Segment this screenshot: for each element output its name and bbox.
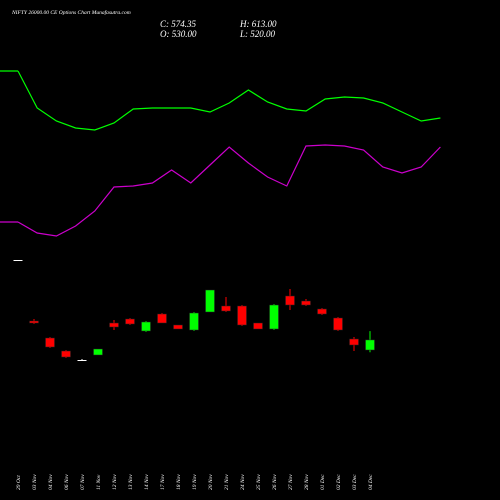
x-tick-label: 27 Nov bbox=[288, 474, 294, 490]
candle-body bbox=[45, 337, 55, 348]
candle-body bbox=[365, 339, 375, 351]
indicator-line bbox=[17, 144, 441, 237]
candle-body bbox=[221, 305, 231, 312]
candle-body bbox=[189, 312, 199, 331]
x-tick-label: 02 Dec bbox=[336, 474, 342, 490]
x-tick-label: 11 Nov bbox=[96, 474, 102, 490]
candle-body bbox=[237, 305, 247, 326]
x-tick-label: 12 Nov bbox=[112, 474, 118, 490]
x-tick-label: 14 Nov bbox=[143, 474, 150, 490]
high-label: H: 613.00 bbox=[239, 19, 277, 29]
x-tick-label: 06 Nov bbox=[64, 474, 70, 490]
candle-body bbox=[29, 320, 39, 324]
x-tick-label: 19 Nov bbox=[192, 474, 198, 490]
x-tick-label: 18 Nov bbox=[176, 474, 182, 490]
candle-body bbox=[205, 289, 215, 313]
candle-body bbox=[301, 300, 311, 306]
open-label: O: 530.00 bbox=[160, 29, 197, 39]
x-tick-label: 04 Nov bbox=[47, 474, 54, 490]
candle-body bbox=[61, 350, 71, 358]
candle-body bbox=[317, 308, 327, 315]
x-tick-label: 03 Nov bbox=[32, 474, 38, 490]
x-tick-label: 17 Nov bbox=[160, 474, 166, 490]
candle-body bbox=[349, 338, 359, 346]
candle-body bbox=[125, 318, 135, 325]
indicator-line bbox=[17, 70, 441, 131]
x-tick-label: 20 Nov bbox=[208, 474, 214, 490]
candle-body bbox=[109, 322, 119, 328]
x-tick-label: 21 Nov bbox=[224, 474, 230, 490]
x-tick-label: 29 Oct bbox=[16, 475, 22, 490]
candle-body bbox=[157, 313, 167, 324]
chart-title: NIFTY 26000.00 CE Options Chart Munafasu… bbox=[11, 9, 131, 16]
x-tick-label: 28 Nov bbox=[304, 474, 310, 490]
x-tick-label: 24 Nov bbox=[239, 474, 246, 490]
candle-body bbox=[93, 348, 103, 356]
x-tick-label: 04 Dec bbox=[367, 474, 374, 490]
x-tick-label: 03 Dec bbox=[352, 474, 358, 490]
low-label: L: 520.00 bbox=[239, 29, 276, 39]
candle-body bbox=[253, 322, 263, 330]
candle-body bbox=[269, 304, 279, 330]
x-tick-label: 01 Dec bbox=[320, 474, 326, 490]
candle-body bbox=[333, 317, 343, 331]
candle-body bbox=[285, 295, 295, 306]
close-label: C: 574.35 bbox=[160, 19, 197, 29]
x-tick-label: 07 Nov bbox=[80, 474, 86, 490]
candle-body bbox=[141, 321, 151, 332]
x-tick-label: 13 Nov bbox=[128, 474, 134, 490]
candle-body bbox=[77, 360, 87, 361]
x-tick-label: 26 Nov bbox=[272, 474, 278, 490]
x-tick-label: 25 Nov bbox=[256, 474, 262, 490]
candle-body bbox=[13, 260, 23, 261]
candle-body bbox=[173, 324, 183, 330]
